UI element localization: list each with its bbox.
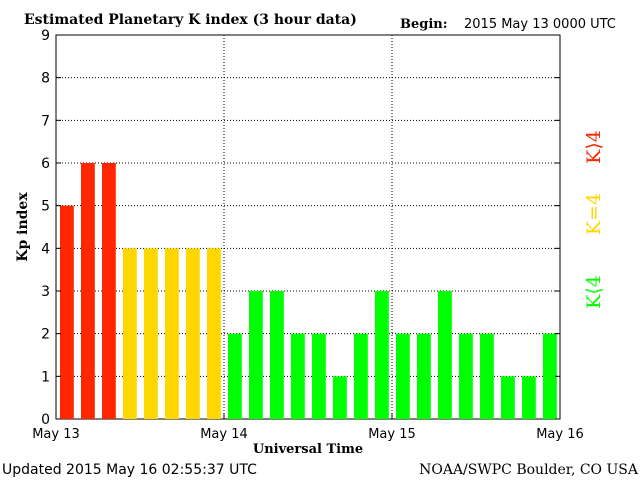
- begin-value: 2015 May 13 0000 UTC: [464, 17, 616, 32]
- y-tick-label: 4: [41, 241, 50, 257]
- chart-title: Estimated Planetary K index (3 hour data…: [24, 12, 357, 28]
- kp-bar: [312, 333, 326, 419]
- y-tick-label: 7: [41, 113, 50, 129]
- kp-bar: [60, 205, 74, 419]
- kp-bar: [480, 333, 494, 419]
- x-tick-layer: May 13 May 14 May 15 May 16: [32, 413, 584, 442]
- legend-kp-lt-4: K⟨4: [583, 275, 605, 309]
- bar-layer: [60, 163, 557, 419]
- x-tick-label: May 13: [32, 427, 80, 442]
- kp-bar: [459, 333, 473, 419]
- kp-bar: [543, 333, 557, 419]
- y-tick-label: 0: [41, 412, 50, 428]
- y-axis-label: Kp index: [15, 192, 31, 262]
- kp-bar: [144, 248, 158, 419]
- kp-bar: [417, 333, 431, 419]
- kp-bar: [207, 248, 221, 419]
- y-tick-label: 2: [41, 327, 50, 343]
- x-axis-label: Universal Time: [253, 442, 363, 457]
- kp-bar: [438, 291, 452, 419]
- kp-bar: [165, 248, 179, 419]
- y-tick-label: 5: [41, 199, 50, 215]
- kp-bar: [102, 163, 116, 419]
- y-tick-label: 8: [41, 71, 50, 87]
- plot-frame: [55, 34, 561, 420]
- y-tick-layer: 0 1 2 3 4 5 6 7 8 9: [41, 28, 560, 428]
- kp-bar: [186, 248, 200, 419]
- kp-bar: [501, 376, 515, 419]
- y-tick-label: 1: [41, 369, 50, 385]
- kp-bar: [228, 333, 242, 419]
- x-tick-label: May 16: [536, 427, 584, 442]
- kp-bar: [249, 291, 263, 419]
- data-source: NOAA/SWPC Boulder, CO USA: [419, 462, 639, 478]
- y-tick-label: 6: [41, 156, 50, 172]
- kp-bar: [333, 376, 347, 419]
- kp-bar: [291, 333, 305, 419]
- begin-label: Begin:: [400, 17, 448, 32]
- y-tick-label: 9: [41, 28, 50, 44]
- grid-layer: [56, 35, 560, 419]
- kp-bar: [270, 291, 284, 419]
- kp-bar: [375, 291, 389, 419]
- legend-kp-gt-4: K⟩4: [583, 130, 605, 164]
- x-tick-label: May 14: [200, 427, 248, 442]
- kp-bar: [123, 248, 137, 419]
- legend-kp-eq-4: K=4: [583, 193, 605, 235]
- kp-bar: [396, 333, 410, 419]
- updated-timestamp: Updated 2015 May 16 02:55:37 UTC: [2, 462, 257, 478]
- kp-bar: [81, 163, 95, 419]
- kp-bar: [522, 376, 536, 419]
- x-tick-label: May 15: [368, 427, 416, 442]
- kp-bar: [354, 333, 368, 419]
- y-tick-label: 3: [41, 284, 50, 300]
